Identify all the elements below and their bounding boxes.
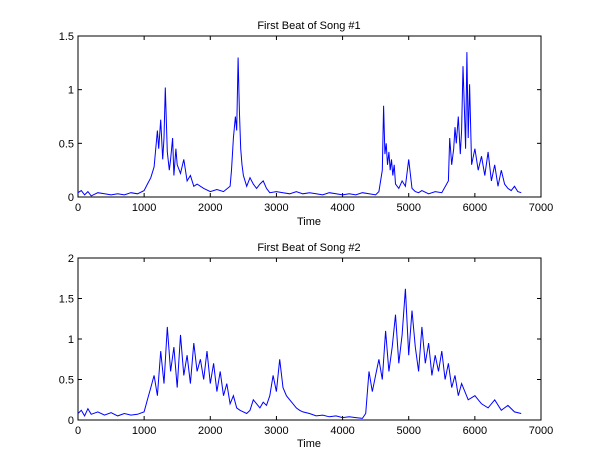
xtick-label: 5000 (396, 202, 420, 214)
ytick-label: 1.5 (59, 31, 74, 43)
xtick-label: 5000 (396, 425, 420, 437)
series-line (77, 52, 522, 197)
ytick-label: 1 (68, 85, 74, 97)
subplot-1-title: First Beat of Song #1 (257, 20, 360, 32)
xtick-label: 3000 (264, 425, 288, 437)
subplot-1-xticks: 0 1000 2000 3000 4000 5000 6000 7000 (75, 36, 553, 214)
series-line (77, 288, 522, 419)
xtick-label: 4000 (330, 425, 354, 437)
xtick-label: 7000 (529, 202, 553, 214)
xtick-label: 4000 (330, 202, 354, 214)
xtick-label: 6000 (463, 202, 487, 214)
xtick-label: 7000 (529, 425, 553, 437)
subplot-1-axes-box (77, 35, 542, 198)
subplot-2-xlabel: Time (297, 438, 321, 450)
xtick-label: 3000 (264, 202, 288, 214)
subplot-2-xticks: 0 1000 2000 3000 4000 5000 6000 7000 (75, 258, 553, 437)
subplot-2-axes-box (77, 257, 542, 421)
xtick-label: 2000 (198, 425, 222, 437)
subplot-2-title: First Beat of Song #2 (257, 242, 360, 254)
xtick-label: 2000 (198, 202, 222, 214)
ytick-label: 0 (68, 415, 74, 427)
ytick-label: 1.5 (59, 294, 74, 306)
subplot-2-yticks: 0 0.5 1 1.5 2 (59, 253, 541, 427)
ytick-label: 0.5 (59, 375, 74, 387)
subplot-1-yticks: 0 0.5 1 1.5 (59, 31, 541, 204)
subplot-1: First Beat of Song #1 0 1000 2000 3000 4000 5… (59, 20, 554, 228)
subplot-1-xlabel: Time (297, 216, 321, 228)
xtick-label: 0 (75, 425, 81, 437)
xtick-label: 0 (75, 202, 81, 214)
ytick-label: 0.5 (59, 138, 74, 150)
ytick-label: 2 (68, 253, 74, 265)
subplot-2: First Beat of Song #2 0 1000 2000 3000 4000 5… (59, 242, 554, 450)
ytick-label: 1 (68, 334, 74, 346)
subplot-1-series (77, 52, 522, 197)
subplot-2-series (77, 288, 522, 419)
xtick-label: 1000 (132, 425, 156, 437)
xtick-label: 6000 (463, 425, 487, 437)
ytick-label: 0 (68, 192, 74, 204)
xtick-label: 1000 (132, 202, 156, 214)
